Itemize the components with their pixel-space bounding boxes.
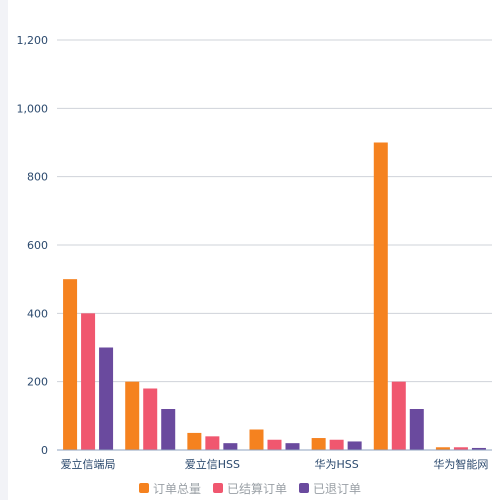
y-tick-label: 0 [41,444,48,457]
y-tick-label: 200 [27,376,48,389]
bar[interactable] [409,409,424,450]
bars [63,142,486,451]
legend-item-refunded-orders[interactable]: 已退订单 [299,480,361,497]
bar[interactable] [143,388,158,451]
bar[interactable] [267,439,282,450]
bar[interactable] [63,279,78,450]
legend-label-orders-total: 订单总量 [152,481,201,496]
bar[interactable] [205,436,220,450]
y-tick-label: 400 [27,307,48,320]
legend-swatch-settled-orders [212,483,223,493]
y-tick-label: 1,200 [17,34,49,47]
bar[interactable] [81,313,96,450]
x-tick-label: 爱立信端局 [61,457,116,471]
bar[interactable] [125,381,140,450]
legend-item-orders-total[interactable]: 订单总量 [138,480,201,497]
bar[interactable] [471,447,486,450]
bar[interactable] [453,447,468,450]
left-panel-edge [0,0,8,500]
bar[interactable] [391,381,406,450]
bar[interactable] [161,409,176,450]
bar[interactable] [329,439,344,450]
bar[interactable] [373,142,388,451]
x-tick-label: 华为HSS [315,457,359,471]
bar[interactable] [223,443,238,450]
legend-label-refunded-orders: 已退订单 [313,481,362,496]
y-tick-label: 600 [27,239,48,252]
bar[interactable] [311,438,326,450]
legend-item-settled-orders[interactable]: 已结算订单 [212,480,287,497]
x-axis-tick-labels: 爱立信端局 爱立信HSS 华为HSS 华为智能网 [61,457,489,471]
bar[interactable] [435,447,450,450]
bar[interactable] [187,432,202,450]
legend: 订单总量 已结算订单 已退订单 [0,478,500,498]
bar[interactable] [285,443,300,450]
bar[interactable] [249,429,264,451]
legend-swatch-orders-total [138,483,149,493]
x-tick-label: 爱立信HSS [185,457,240,471]
x-tick-label: 华为智能网 [433,457,488,471]
bar[interactable] [99,347,114,451]
y-axis-tick-labels: 0 200 400 600 800 1,000 1,200 [17,34,49,457]
grid-lines [57,39,492,383]
legend-swatch-refunded-orders [299,483,309,493]
legend-label-settled-orders: 已结算订单 [226,481,287,496]
y-tick-label: 1,000 [17,102,49,115]
y-tick-label: 800 [27,171,48,184]
bar[interactable] [347,441,362,450]
